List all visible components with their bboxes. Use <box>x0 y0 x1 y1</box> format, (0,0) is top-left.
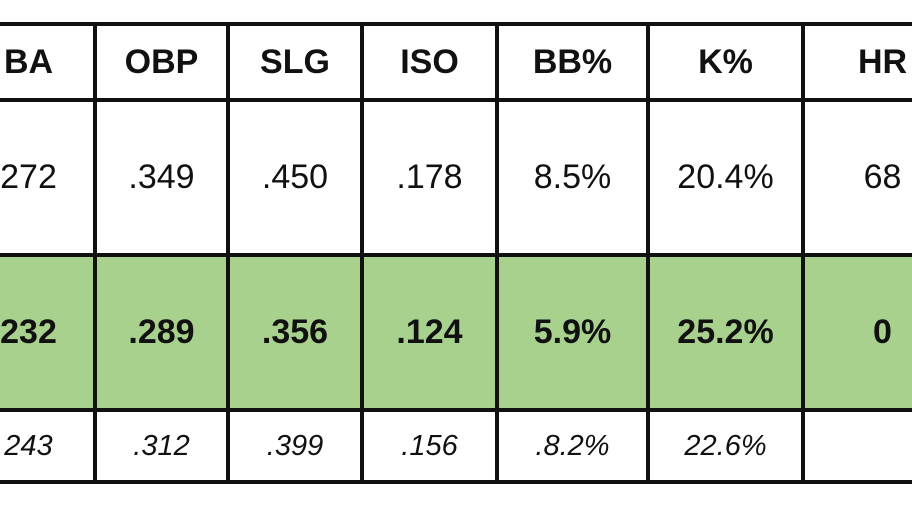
table-cell: 25.2% <box>646 253 805 412</box>
table-cell: HR <box>801 22 912 102</box>
table-cell: 68 <box>801 98 912 257</box>
table-cell: SLG <box>226 22 364 102</box>
table-cell: .124 <box>360 253 499 412</box>
table-cell: 0 <box>801 253 912 412</box>
table-cell: .312 <box>93 408 230 484</box>
table-cell: 272 <box>0 98 97 257</box>
table-cell: .399 <box>226 408 364 484</box>
table-cell: .349 <box>93 98 230 257</box>
table-cell: 8.5% <box>495 98 650 257</box>
table-cell: OBP <box>93 22 230 102</box>
table-cell: BB% <box>495 22 650 102</box>
table-cell: .8.2% <box>495 408 650 484</box>
table-cell: .289 <box>93 253 230 412</box>
table-cell: 232 <box>0 253 97 412</box>
table-cell: 22.6% <box>646 408 805 484</box>
table-cell: .156 <box>360 408 499 484</box>
table-cell: .450 <box>226 98 364 257</box>
table-cell: BA <box>0 22 97 102</box>
table-cell: ISO <box>360 22 499 102</box>
table-cell: K% <box>646 22 805 102</box>
table-cell: 5.9% <box>495 253 650 412</box>
table-cell: 20.4% <box>646 98 805 257</box>
table-cell: .178 <box>360 98 499 257</box>
table-cell: .356 <box>226 253 364 412</box>
table-cell: 243 <box>0 408 97 484</box>
empty-cell <box>801 408 912 484</box>
